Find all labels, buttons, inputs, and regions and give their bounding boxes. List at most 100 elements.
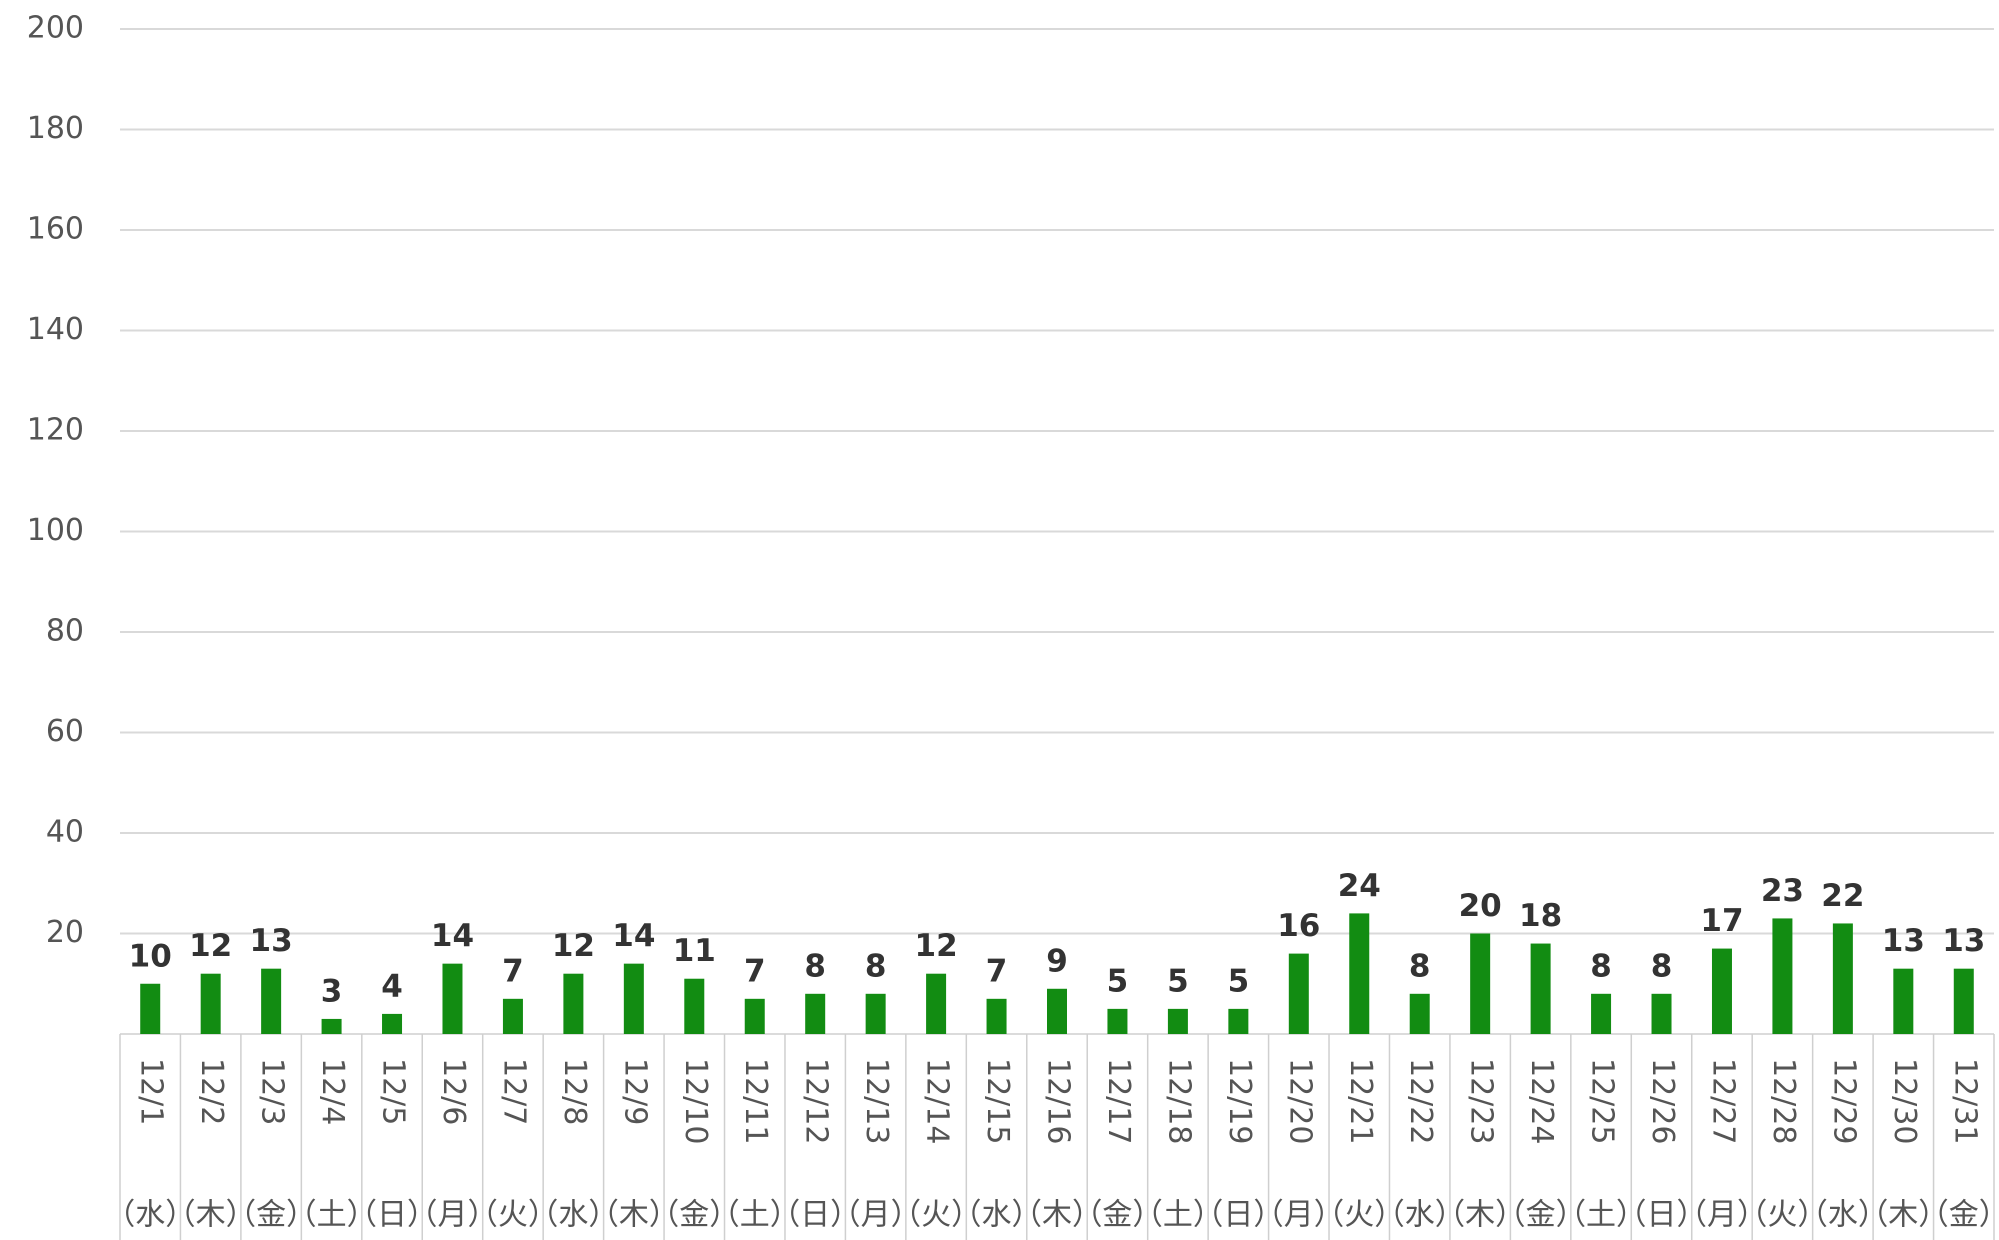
weekday-label: （土） bbox=[287, 1198, 377, 1233]
weekday-label: （水） bbox=[952, 1198, 1042, 1233]
x-tick-label: 12/8 bbox=[557, 1058, 592, 1125]
data-label: 14 bbox=[612, 918, 655, 954]
weekday-label: （金） bbox=[1072, 1198, 1162, 1233]
data-label: 11 bbox=[673, 933, 716, 969]
data-label: 10 bbox=[129, 938, 172, 974]
bar bbox=[1893, 968, 1914, 1034]
weekday-label: （月） bbox=[831, 1198, 921, 1233]
x-tick-label: 12/12 bbox=[799, 1058, 834, 1144]
data-label: 14 bbox=[431, 918, 474, 954]
weekday-label: （水） bbox=[1375, 1198, 1465, 1233]
weekday-label: （月） bbox=[407, 1198, 497, 1233]
weekday-label: （火） bbox=[1314, 1198, 1404, 1233]
bar bbox=[1953, 968, 1974, 1034]
data-label: 24 bbox=[1338, 868, 1381, 904]
data-label: 3 bbox=[321, 973, 343, 1009]
x-tick-label: 12/22 bbox=[1403, 1058, 1438, 1144]
bar bbox=[805, 993, 826, 1034]
bar bbox=[261, 968, 282, 1034]
x-tick-label: 12/28 bbox=[1766, 1058, 1801, 1144]
data-label: 8 bbox=[865, 948, 887, 984]
y-tick-label: 200 bbox=[27, 11, 84, 46]
x-tick-label: 12/27 bbox=[1705, 1058, 1740, 1144]
data-label: 7 bbox=[744, 953, 766, 989]
x-tick-label: 12/9 bbox=[617, 1058, 652, 1125]
bar bbox=[1288, 953, 1309, 1034]
weekday-label: （木） bbox=[1012, 1198, 1102, 1233]
x-tick-label: 12/18 bbox=[1161, 1058, 1196, 1144]
bar bbox=[442, 963, 463, 1034]
bar bbox=[1832, 923, 1853, 1034]
y-tick-label: 60 bbox=[46, 714, 84, 749]
weekday-label: （土） bbox=[1556, 1198, 1646, 1233]
bar bbox=[865, 993, 886, 1034]
x-tick-label: 12/7 bbox=[496, 1058, 531, 1125]
bar bbox=[1107, 1008, 1128, 1034]
x-tick-label: 12/15 bbox=[980, 1058, 1015, 1144]
bar bbox=[1409, 993, 1430, 1034]
data-label: 7 bbox=[502, 953, 524, 989]
data-label: 8 bbox=[804, 948, 826, 984]
bar bbox=[502, 998, 523, 1034]
y-tick-label: 40 bbox=[46, 815, 84, 850]
y-tick-label: 180 bbox=[27, 111, 84, 146]
x-tick-label: 12/4 bbox=[315, 1058, 350, 1125]
x-tick-label: 12/29 bbox=[1826, 1058, 1861, 1144]
data-label: 17 bbox=[1700, 903, 1743, 939]
x-tick-label: 12/14 bbox=[920, 1058, 955, 1144]
weekday-label: （火） bbox=[1737, 1198, 1827, 1233]
x-tick-label: 12/26 bbox=[1645, 1058, 1680, 1144]
data-label: 18 bbox=[1519, 898, 1562, 934]
data-label: 4 bbox=[381, 968, 403, 1004]
bar bbox=[200, 973, 221, 1034]
bar bbox=[684, 978, 705, 1034]
weekday-label: （月） bbox=[1254, 1198, 1344, 1233]
data-label: 22 bbox=[1821, 878, 1864, 914]
bar bbox=[382, 1013, 403, 1034]
weekday-label: （木） bbox=[1435, 1198, 1525, 1233]
bar bbox=[986, 998, 1007, 1034]
data-label: 12 bbox=[915, 928, 958, 964]
data-label: 7 bbox=[986, 953, 1008, 989]
bar bbox=[1591, 993, 1612, 1034]
weekday-label: （金） bbox=[649, 1198, 739, 1233]
bar bbox=[623, 963, 644, 1034]
data-label: 5 bbox=[1167, 963, 1189, 999]
weekday-label: （土） bbox=[710, 1198, 800, 1233]
x-tick-label: 12/16 bbox=[1041, 1058, 1076, 1144]
x-tick-label: 12/17 bbox=[1101, 1058, 1136, 1144]
bar bbox=[1167, 1008, 1188, 1034]
weekday-label: （水） bbox=[105, 1198, 195, 1233]
x-tick-label: 12/21 bbox=[1343, 1058, 1378, 1144]
weekday-label: （火） bbox=[891, 1198, 981, 1233]
x-tick-label: 12/24 bbox=[1524, 1058, 1559, 1144]
bar bbox=[744, 998, 765, 1034]
data-label: 12 bbox=[552, 928, 595, 964]
bar bbox=[563, 973, 584, 1034]
bar bbox=[1047, 988, 1067, 1034]
data-label: 13 bbox=[1882, 923, 1925, 959]
weekday-label: （水） bbox=[1798, 1198, 1888, 1233]
weekday-label: （日） bbox=[1193, 1198, 1283, 1233]
x-tick-label: 12/20 bbox=[1282, 1058, 1317, 1144]
weekday-label: （金） bbox=[1496, 1198, 1586, 1233]
y-tick-label: 80 bbox=[46, 614, 84, 649]
data-label: 8 bbox=[1409, 948, 1431, 984]
data-label: 9 bbox=[1046, 943, 1068, 979]
bar bbox=[1711, 948, 1732, 1034]
weekday-label: （木） bbox=[166, 1198, 256, 1233]
bar bbox=[926, 973, 947, 1034]
data-label: 8 bbox=[1590, 948, 1612, 984]
x-tick-label: 12/10 bbox=[678, 1058, 713, 1144]
data-label: 5 bbox=[1107, 963, 1129, 999]
bar bbox=[1228, 1008, 1249, 1034]
x-tick-label: 12/25 bbox=[1585, 1058, 1620, 1144]
x-tick-label: 12/5 bbox=[376, 1058, 411, 1125]
weekday-label: （木） bbox=[589, 1198, 679, 1233]
x-tick-label: 12/13 bbox=[859, 1058, 894, 1144]
y-tick-label: 20 bbox=[46, 915, 84, 950]
bar bbox=[1651, 993, 1672, 1034]
y-tick-label: 160 bbox=[27, 212, 84, 247]
data-label: 20 bbox=[1459, 888, 1502, 924]
